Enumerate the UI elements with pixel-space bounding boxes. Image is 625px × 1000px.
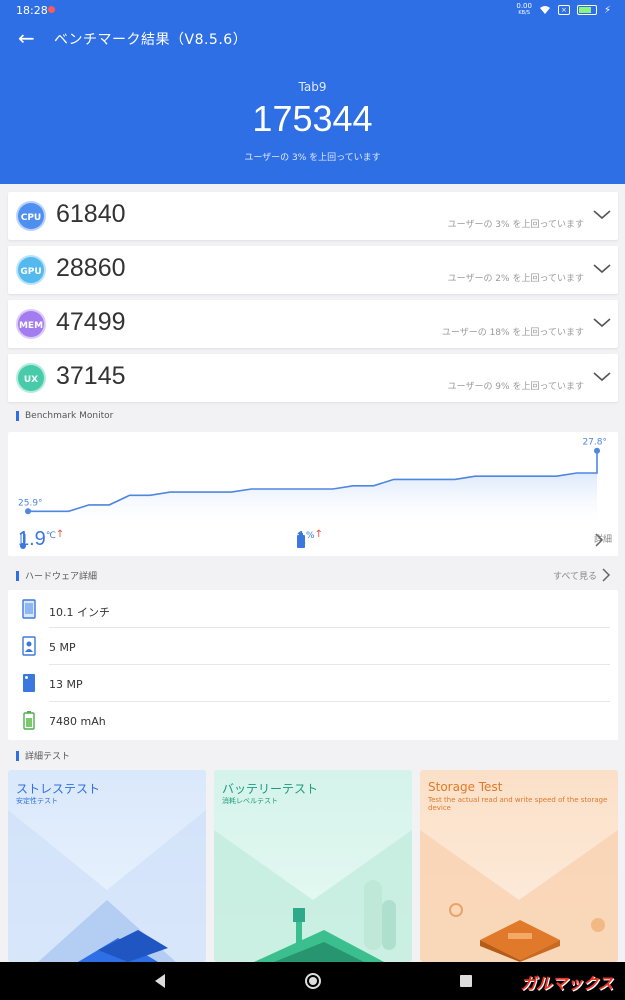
battery-unit: % [306, 531, 315, 541]
tablet-screen-icon [22, 599, 36, 619]
temperature-rise: 1.9 ℃ ↑ [18, 528, 64, 551]
page-title: ベンチマーク結果（V8.5.6） [54, 32, 248, 48]
score-row-gpu[interactable]: GPU 28860 ユーザーの 2% を上回っています [8, 246, 618, 294]
score-row-mem[interactable]: MEM 47499 ユーザーの 18% を上回っています [8, 300, 618, 348]
chart-start-point [25, 508, 31, 515]
score-row-ux[interactable]: UX 37145 ユーザーの 9% を上回っています [8, 354, 618, 402]
arrow-up-icon: ↑ [55, 529, 65, 540]
battery-test-card[interactable]: バッテリーテスト 消耗レベルテスト [214, 770, 412, 962]
storage-test-subtitle: Test the actual read and write speed of … [428, 796, 608, 812]
storage-test-illustration [420, 830, 618, 962]
cpu-score: 61840 [56, 200, 126, 228]
device-name: Tab9 [298, 80, 327, 94]
battery-icon [23, 711, 35, 730]
back-arrow-icon[interactable]: ← [18, 26, 35, 50]
nav-recents-icon[interactable] [456, 971, 476, 991]
tests-section-label: 詳細テスト [25, 752, 71, 762]
status-icons: 0.00 KB/S × ⚡ [516, 3, 611, 17]
chart-end-point [594, 447, 600, 454]
score-row-cpu[interactable]: CPU 61840 ユーザーの 3% を上回っています [8, 192, 618, 240]
stress-test-title: ストレステスト [16, 782, 101, 796]
thermometer-icon [20, 532, 26, 549]
monitor-section-title: Benchmark Monitor [16, 411, 113, 421]
result-header: 18:28 0.00 KB/S × ⚡ ← ベンチマーク結果（V8.5.6） T… [0, 0, 625, 184]
total-rank-text: ユーザーの 3% を上回っています [244, 153, 381, 163]
storage-test-title: Storage Test [428, 780, 503, 794]
storage-test-card[interactable]: Storage Test Test the actual read and wr… [420, 770, 618, 962]
network-speed-value: 0.00 [516, 2, 532, 10]
mem-score: 47499 [56, 308, 126, 336]
see-all-link[interactable]: すべて見る [553, 567, 611, 583]
chart-line [28, 450, 598, 513]
mem-badge: MEM [16, 309, 46, 339]
nav-back-icon[interactable] [150, 971, 170, 991]
benchmark-monitor: 25.9° 27.8° 1.9 ℃ ↑ 1 % ↑ 詳細 [8, 432, 618, 556]
chevron-down-icon[interactable] [592, 312, 612, 332]
ux-rank-text: ユーザーの 9% を上回っています [447, 382, 584, 392]
temperature-chart: 25.9° 27.8° [18, 438, 607, 524]
cpu-badge: CPU [16, 201, 46, 231]
chevron-down-icon[interactable] [592, 258, 612, 278]
divider [49, 664, 610, 665]
divider [49, 627, 610, 628]
network-speed: 0.00 KB/S [516, 3, 532, 17]
wifi-icon [539, 6, 550, 14]
chevron-right-icon [595, 533, 604, 547]
battery-drop: 1 % ↑ [296, 528, 323, 549]
charging-icon: ⚡ [603, 4, 611, 16]
rear-camera-icon [23, 674, 35, 692]
stress-test-subtitle: 安定性テスト [16, 797, 58, 805]
hardware-item-label: 13 MP [49, 678, 83, 691]
hardware-item-front-camera[interactable]: 5 MP [8, 628, 618, 665]
hardware-section-label: ハードウェア詳細 [25, 572, 98, 582]
battery-status-icon [576, 5, 597, 15]
arrow-up-icon: ↑ [314, 529, 323, 540]
monitor-section-label: Benchmark Monitor [25, 411, 114, 421]
divider [49, 701, 610, 702]
total-score: 175344 [252, 98, 373, 139]
hardware-item-battery[interactable]: 7480 mAh [8, 702, 618, 739]
nav-home-icon[interactable] [303, 971, 323, 991]
hardware-item-label: 7480 mAh [49, 715, 106, 728]
chevron-down-icon[interactable] [592, 204, 612, 224]
notification-icon [48, 6, 55, 13]
stress-test-card[interactable]: ストレステスト 安定性テスト [8, 770, 206, 962]
chevron-down-icon[interactable] [592, 366, 612, 386]
battery-test-title: バッテリーテスト [222, 782, 319, 796]
chart-start-label: 25.9° [18, 498, 43, 508]
stress-test-illustration [8, 810, 206, 962]
tests-section-title: 詳細テスト [16, 749, 70, 762]
ux-badge: UX [16, 363, 46, 393]
status-bar: 18:28 0.00 KB/S × ⚡ [0, 0, 625, 20]
hardware-item-rear-camera[interactable]: 13 MP [8, 665, 618, 702]
battery-test-subtitle: 消耗レベルテスト [222, 797, 278, 805]
gpu-score: 28860 [56, 254, 126, 282]
battery-level-icon [297, 533, 305, 548]
see-all-label: すべて見る [552, 571, 597, 582]
hardware-section-title: ハードウェア詳細 [16, 569, 97, 582]
watermark-logo: ガルマックス [520, 974, 613, 993]
cpu-rank-text: ユーザーの 3% を上回っています [447, 220, 584, 230]
gpu-badge: GPU [16, 255, 46, 285]
network-speed-unit: KB/S [518, 10, 530, 16]
chevron-right-icon [602, 568, 611, 582]
battery-test-illustration [214, 830, 412, 962]
monitor-detail-link[interactable]: 詳細 [594, 532, 612, 547]
ux-score: 37145 [56, 362, 126, 390]
front-camera-icon [22, 636, 36, 656]
hardware-item-screen[interactable]: 10.1 インチ [8, 591, 618, 628]
status-time: 18:28 [16, 4, 48, 17]
hardware-item-label: 5 MP [49, 641, 76, 654]
mem-rank-text: ユーザーの 18% を上回っています [441, 328, 584, 338]
chart-area [28, 450, 597, 524]
hardware-item-label: 10.1 インチ [49, 606, 110, 619]
sim-off-icon: × [557, 5, 570, 15]
temperature-unit: ℃ [45, 531, 56, 541]
gpu-rank-text: ユーザーの 2% を上回っています [447, 274, 584, 284]
chart-end-label: 27.8° [582, 438, 607, 448]
system-nav-bar: ガルマックス [0, 962, 625, 1000]
hardware-list: 10.1 インチ 5 MP 13 MP 7480 mAh [8, 590, 618, 740]
